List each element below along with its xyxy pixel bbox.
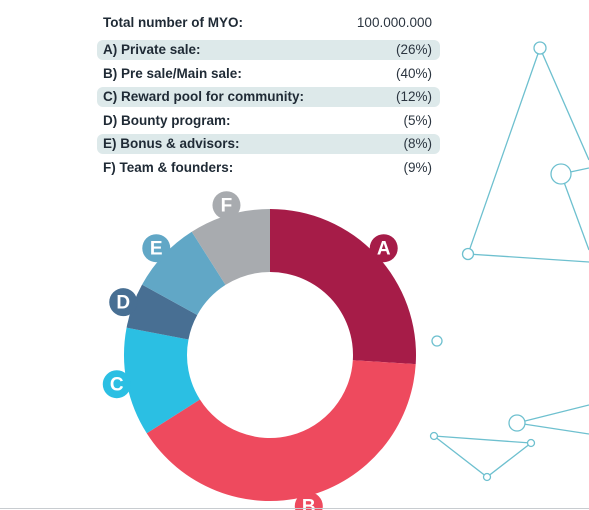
row-value-e: (8%) <box>403 136 432 151</box>
slice-badge-f <box>212 191 241 220</box>
slice-label-a: A <box>377 239 391 260</box>
slice-c <box>124 327 200 434</box>
slice-e <box>142 231 226 316</box>
row-label-c: C) Reward pool for community: <box>103 89 305 104</box>
network-node <box>461 247 475 261</box>
row-value-f: (9%) <box>403 159 432 175</box>
slice-label-c: C <box>110 375 124 396</box>
bottom-divider <box>0 508 589 509</box>
table-row: F) Team & founders: (9%) <box>97 156 440 180</box>
slice-label-b: B <box>302 497 316 510</box>
network-line <box>539 47 589 161</box>
table-row: A) Private sale: (26%) <box>97 38 440 62</box>
slice-badge-e <box>142 234 171 263</box>
slice-d <box>126 284 198 340</box>
row-value-b: (40%) <box>395 65 432 81</box>
row-value-d: (5%) <box>403 112 432 128</box>
slice-b <box>146 360 416 501</box>
table-row: E) Bonus & advisors: (8%) <box>97 132 440 156</box>
network-node <box>550 163 572 185</box>
network-node <box>429 431 439 441</box>
network-line <box>516 422 589 435</box>
network-node <box>526 438 536 448</box>
row-value-c: (12%) <box>395 89 432 104</box>
slice-badge-a <box>369 234 398 263</box>
network-node <box>431 335 443 347</box>
row-label-f: F) Team & founders: <box>103 159 234 175</box>
row-label-e: E) Bonus & advisors: <box>103 136 240 151</box>
row-label-d: D) Bounty program: <box>103 112 231 128</box>
row-label-a: A) Private sale: <box>103 42 201 57</box>
slice-badge-d <box>109 288 138 317</box>
table-row: C) Reward pool for community: (12%) <box>97 85 440 109</box>
slice-label-d: D <box>116 293 130 314</box>
row-value-a: (26%) <box>395 42 432 57</box>
slice-label-e: E <box>150 239 163 260</box>
slice-badge-b <box>294 492 323 510</box>
table-row: D) Bounty program: (5%) <box>97 109 440 133</box>
slice-a <box>270 209 416 365</box>
network-node <box>508 414 526 432</box>
table-row: B) Pre sale/Main sale: (40%) <box>97 62 440 86</box>
slice-badge-c <box>102 370 131 399</box>
total-value: 100.000.000 <box>356 15 432 30</box>
slice-f <box>191 209 270 285</box>
total-label: Total number of MYO: <box>103 15 243 30</box>
network-node <box>482 472 492 482</box>
slice-label-f: F <box>221 196 233 217</box>
network-line <box>516 404 589 424</box>
network-nodes <box>429 41 572 482</box>
network-line <box>560 173 589 251</box>
token-distribution-table: Total number of MYO: 100.000.000 A) Priv… <box>97 11 440 179</box>
network-node <box>533 41 547 55</box>
total-row: Total number of MYO: 100.000.000 <box>97 11 440 38</box>
row-label-b: B) Pre sale/Main sale: <box>103 65 242 81</box>
network-line <box>433 435 533 478</box>
